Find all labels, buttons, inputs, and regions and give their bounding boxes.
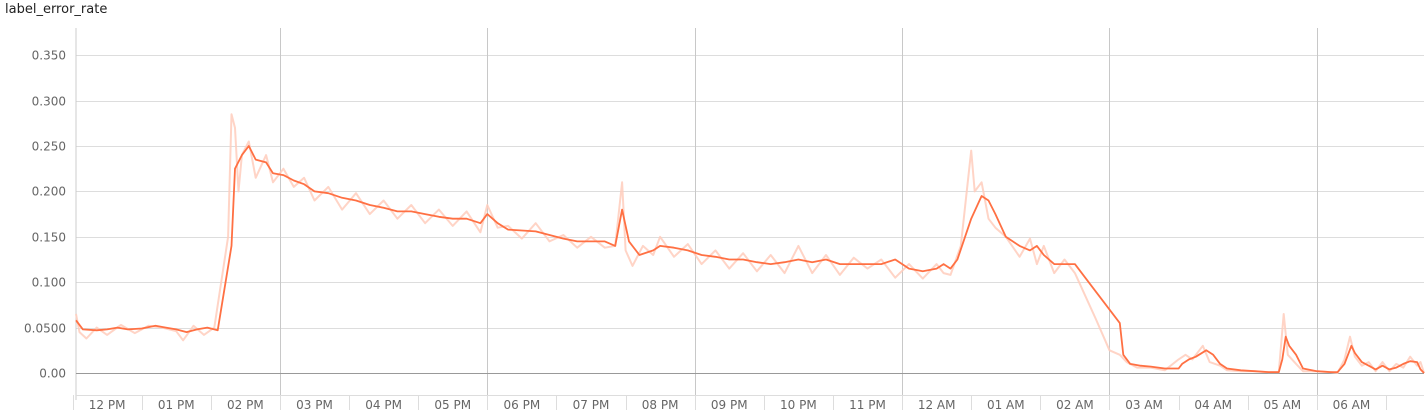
y-tick-label: 0.250 [32,140,66,154]
x-tick-label: 01 PM [158,398,195,412]
x-tick-label: 01 AM [987,398,1025,412]
y-tick-label: 0.350 [32,49,66,63]
x-tick-label: 05 AM [1263,398,1301,412]
x-tick-label: 06 PM [504,398,541,412]
x-tick-label: 09 PM [711,398,748,412]
axes [73,28,1424,410]
x-tick-label: 08 PM [642,398,679,412]
x-tick-label: 12 AM [918,398,956,412]
series-layer [75,113,1425,374]
y-tick-label: 0.00 [39,367,66,381]
x-tick-label: 12 PM [89,398,126,412]
y-tick-label: 0.150 [32,231,66,245]
x-tick-label: 04 PM [365,398,402,412]
x-axis-ticks: 12 PM 01 PM 02 PM 03 PM 04 PM 05 PM 06 PM 07 PM… [89,398,1370,412]
x-tick-label: 02 PM [227,398,264,412]
x-tick-label: 11 PM [849,398,886,412]
x-tick-label: 03 PM [296,398,333,412]
chart-title: label_error_rate [5,2,108,17]
x-tick-label: 07 PM [573,398,610,412]
x-tick-label: 10 PM [780,398,817,412]
smoothed-series-line [75,145,1425,374]
y-tick-label: 0.100 [32,276,66,290]
y-tick-label: 0.300 [32,95,66,109]
y-tick-label: 0.0500 [24,322,66,336]
raw-series-line [75,113,1425,374]
x-tick-label: 02 AM [1056,398,1094,412]
x-tick-label: 03 AM [1125,398,1163,412]
grid [76,28,1424,395]
y-tick-label: 0.200 [32,185,66,199]
x-tick-label: 05 PM [434,398,471,412]
x-tick-label: 06 AM [1333,398,1371,412]
x-tick-label: 04 AM [1194,398,1232,412]
y-axis-ticks: 0.00 0.0500 0.100 0.150 0.200 0.250 0.300 0.350 [24,49,66,381]
